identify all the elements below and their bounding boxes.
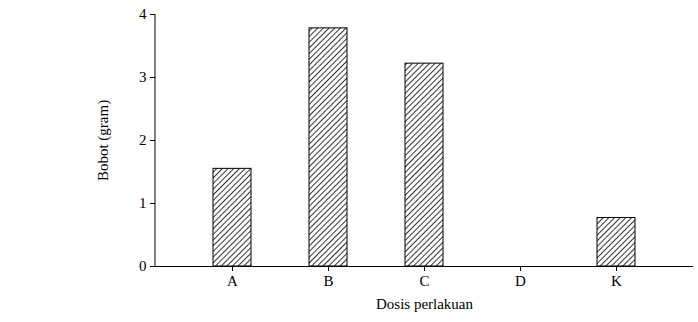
svg-text:Dosis perlakuan: Dosis perlakuan (376, 296, 474, 312)
svg-text:K: K (611, 273, 622, 289)
svg-text:D: D (515, 273, 526, 289)
svg-text:C: C (419, 273, 429, 289)
svg-text:A: A (227, 273, 238, 289)
svg-text:3: 3 (139, 69, 147, 85)
svg-text:0: 0 (139, 258, 147, 274)
svg-text:2: 2 (139, 132, 147, 148)
svg-text:1: 1 (139, 195, 147, 211)
svg-text:4: 4 (139, 6, 147, 22)
svg-text:Bobot (gram): Bobot (gram) (95, 100, 112, 181)
svg-text:B: B (323, 273, 333, 289)
